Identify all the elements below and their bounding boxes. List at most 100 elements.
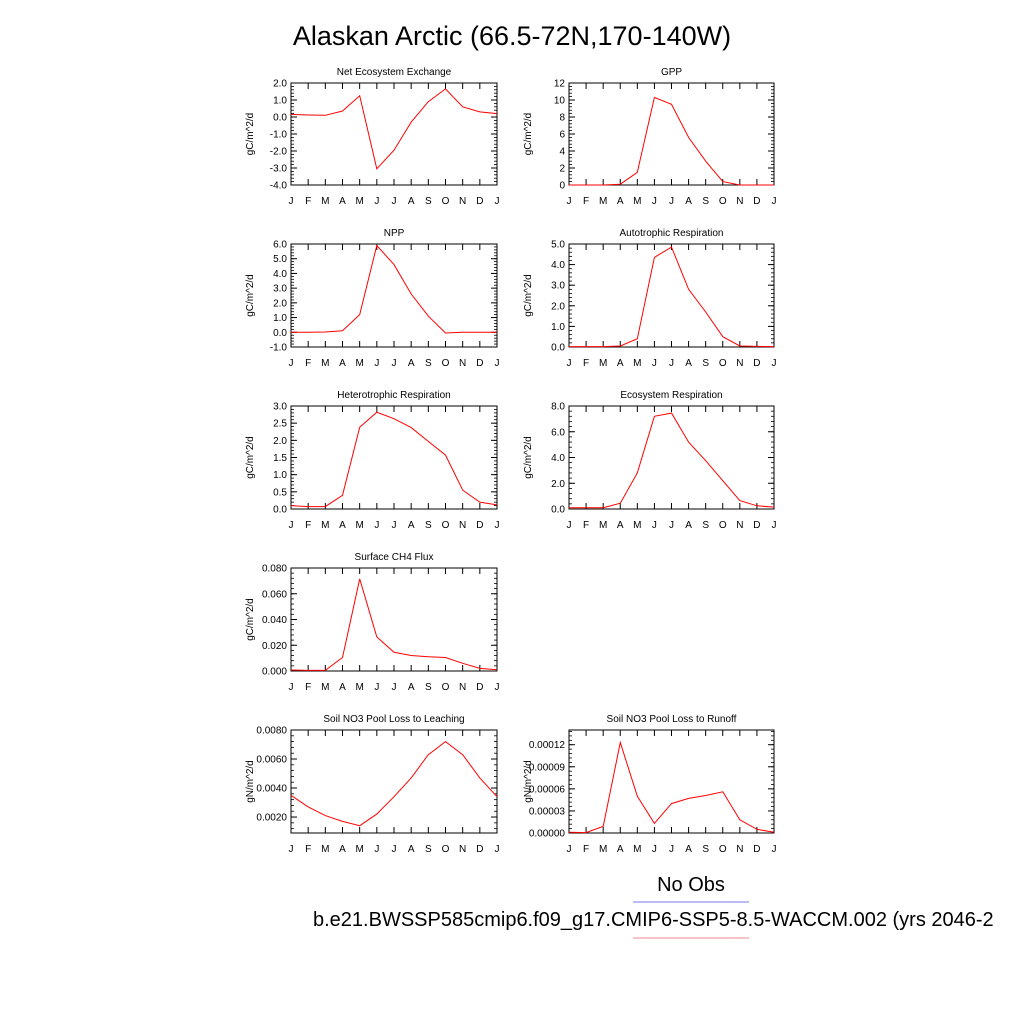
x-tick-label: J xyxy=(374,358,379,369)
figure-title: Alaskan Arctic (66.5-72N,170-140W) xyxy=(293,21,731,51)
y-tick-label: 5.0 xyxy=(551,240,565,251)
y-tick-label: -4.0 xyxy=(270,181,288,192)
series-line xyxy=(569,246,775,348)
chart-title: Heterotrophic Respiration xyxy=(337,390,450,401)
y-tick-label: 0.060 xyxy=(262,589,287,600)
x-tick-label: M xyxy=(599,358,607,369)
x-tick-label: M xyxy=(599,520,607,531)
chart-panel: Soil NO3 Pool Loss to RunoffgN/m^2/d0.00… xyxy=(523,714,777,855)
x-tick-label: J xyxy=(567,358,572,369)
y-tick-label: 0.00006 xyxy=(529,784,566,795)
x-tick-label: D xyxy=(476,682,483,693)
y-axis-label: gC/m^2/d xyxy=(245,436,256,479)
y-axis-label: gC/m^2/d xyxy=(245,598,256,641)
chart-title: Autotrophic Respiration xyxy=(620,228,724,239)
x-tick-label: A xyxy=(617,358,624,369)
plot-frame xyxy=(290,82,498,186)
x-tick-label: O xyxy=(442,844,450,855)
x-tick-label: J xyxy=(392,196,397,207)
y-tick-label: 2 xyxy=(559,164,565,175)
y-tick-label: 0.080 xyxy=(262,564,287,575)
y-tick-label: 0.00012 xyxy=(529,740,566,751)
y-tick-label: 0.0040 xyxy=(256,784,287,795)
x-tick-label: N xyxy=(459,682,466,693)
x-tick-label: J xyxy=(567,844,572,855)
x-tick-label: A xyxy=(617,844,624,855)
y-tick-label: 0.020 xyxy=(262,641,287,652)
series-line xyxy=(569,412,775,509)
x-tick-label: J xyxy=(289,844,294,855)
x-tick-label: N xyxy=(736,196,743,207)
y-tick-label: 0 xyxy=(559,181,565,192)
y-tick-label: 4.0 xyxy=(273,269,287,280)
x-tick-label: J xyxy=(652,196,657,207)
x-tick-label: D xyxy=(476,196,483,207)
y-tick-label: 2.0 xyxy=(551,479,565,490)
x-tick-label: J xyxy=(392,358,397,369)
x-tick-label: J xyxy=(392,844,397,855)
x-tick-label: M xyxy=(321,196,329,207)
chart-panels: Net Ecosystem Exchange gC/m^2/d 2.0 1.0 0.0 -… xyxy=(245,67,777,855)
x-tick-label: D xyxy=(753,358,760,369)
x-tick-label: J xyxy=(652,844,657,855)
y-tick-label: 6.0 xyxy=(551,427,565,438)
x-tick-label: J xyxy=(495,682,500,693)
x-tick-label: J xyxy=(374,196,379,207)
x-tick-label: N xyxy=(736,520,743,531)
x-tick-label: J xyxy=(772,844,777,855)
chart-panel: Soil NO3 Pool Loss to LeachinggN/m^2/d0.… xyxy=(245,714,500,855)
y-tick-label: 10 xyxy=(554,96,566,107)
x-tick-label: M xyxy=(633,196,641,207)
x-tick-label: M xyxy=(633,520,641,531)
x-tick-label: A xyxy=(685,520,692,531)
y-tick-label: 3.0 xyxy=(273,284,287,295)
x-tick-label: F xyxy=(305,358,311,369)
y-tick-label: 0.0080 xyxy=(256,726,287,737)
x-tick-label: J xyxy=(374,520,379,531)
x-tick-label: J xyxy=(567,196,572,207)
x-tick-label: J xyxy=(772,358,777,369)
y-axis-label: gN/m^2/d xyxy=(523,760,534,803)
y-tick-label: 0.00009 xyxy=(529,762,566,773)
x-tick-label: D xyxy=(476,358,483,369)
x-tick-label: D xyxy=(476,844,483,855)
chart-title: NPP xyxy=(384,228,405,239)
y-tick-label: 0.0060 xyxy=(256,755,287,766)
x-tick-label: D xyxy=(476,520,483,531)
y-tick-label: 0.0 xyxy=(551,343,565,354)
x-tick-label: A xyxy=(339,682,346,693)
y-tick-label: 4.0 xyxy=(551,260,565,271)
chart-title: Surface CH4 Flux xyxy=(355,552,434,563)
x-tick-label: A xyxy=(408,196,415,207)
x-tick-label: J xyxy=(652,358,657,369)
chart-panel: Heterotrophic Respiration gC/m^2/d 3.0 2.5 2… xyxy=(245,390,500,531)
x-tick-label: O xyxy=(442,196,450,207)
y-tick-label: 5.0 xyxy=(273,254,287,265)
y-tick-label: 6 xyxy=(559,130,565,141)
x-tick-label: J xyxy=(669,358,674,369)
x-tick-label: M xyxy=(355,520,363,531)
x-tick-label: F xyxy=(583,844,589,855)
run-caption: b.e21.BWSSP585cmip6.f09_g17.CMIP6-SSP5-8… xyxy=(313,909,994,931)
x-tick-label: O xyxy=(442,358,450,369)
series-line xyxy=(568,740,775,834)
y-tick-label: 2.5 xyxy=(273,419,287,430)
x-tick-label: A xyxy=(685,196,692,207)
x-tick-label: A xyxy=(408,844,415,855)
y-tick-label: 0.5 xyxy=(273,487,287,498)
x-tick-label: A xyxy=(339,844,346,855)
x-tick-label: J xyxy=(495,520,500,531)
y-tick-label: 0.0 xyxy=(273,328,287,339)
x-tick-label: M xyxy=(599,196,607,207)
x-tick-label: N xyxy=(459,520,466,531)
x-tick-label: J xyxy=(495,358,500,369)
x-tick-label: M xyxy=(355,358,363,369)
series-line xyxy=(290,578,498,671)
y-tick-label: 12 xyxy=(554,79,566,90)
x-tick-label: S xyxy=(425,196,432,207)
x-tick-label: J xyxy=(289,196,294,207)
y-tick-label: 0.0 xyxy=(273,505,287,516)
plot-frame xyxy=(568,405,775,510)
y-axis-label: gC/m^2/d xyxy=(523,436,534,479)
